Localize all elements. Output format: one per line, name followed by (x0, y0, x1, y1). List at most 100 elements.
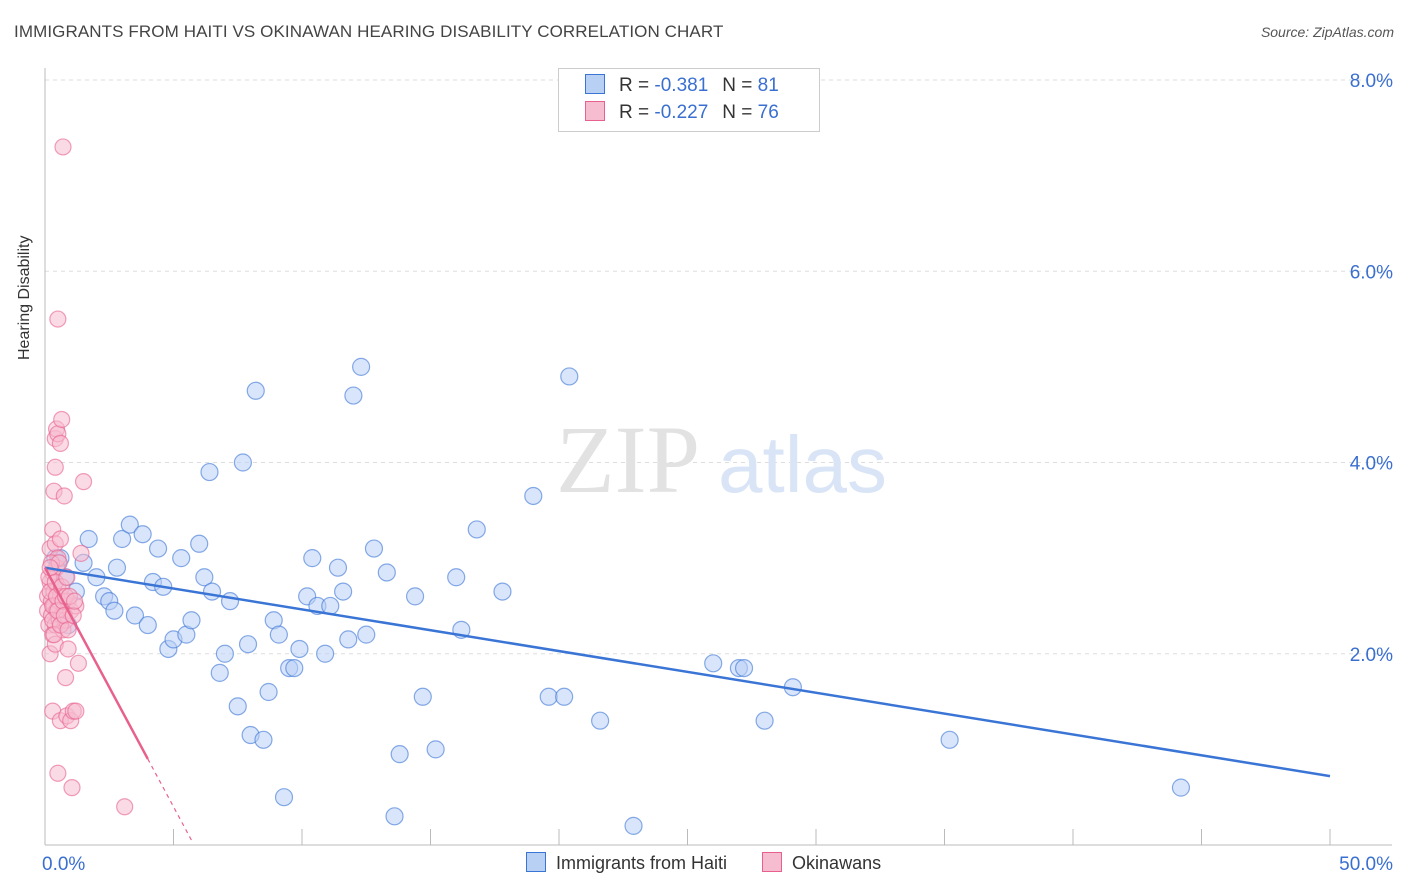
haiti-point-49 (316, 644, 335, 663)
okinawan-point-16 (46, 458, 64, 476)
bottom-legend-label-haiti: Immigrants from Haiti (556, 853, 728, 873)
haiti-point-31 (215, 644, 234, 663)
haiti-point-28 (200, 462, 219, 482)
bottom-legend-label-okinawan: Okinawans (792, 853, 882, 873)
haiti-point-59 (385, 807, 404, 826)
legend-r-label: R = (619, 102, 650, 123)
legend-r-value-okinawan: -0.227 (654, 102, 709, 123)
okinawan-point-31 (51, 530, 70, 548)
okinawan-point-34 (53, 410, 71, 429)
trend-line-okinawan (43, 567, 149, 760)
haiti-point-73 (624, 816, 643, 835)
axes (44, 68, 1392, 846)
haiti-point-32 (220, 592, 240, 611)
okinawan-point-50 (67, 702, 85, 720)
tick-labels: 2.0% 4.0% 6.0% 8.0% 0.0% 50.0% (42, 71, 1393, 875)
bottom-legend-swatch-okinawan (762, 852, 783, 872)
haiti-point-12 (107, 558, 127, 577)
haiti-point-29 (202, 582, 222, 601)
source-label: Source: ZipAtlas.com (1260, 24, 1394, 40)
haiti-point-63 (426, 740, 445, 759)
okinawan-point-53 (74, 473, 93, 491)
series-okinawan-points (38, 138, 134, 816)
series-haiti-points (46, 357, 1191, 835)
haiti-point-52 (334, 582, 353, 601)
okinawan-point-70 (58, 568, 76, 586)
trend-line-okinawan-extension (147, 758, 193, 841)
haiti-point-74 (704, 654, 723, 673)
haiti-point-7 (79, 529, 98, 549)
haiti-point-14 (120, 515, 139, 534)
x-tick-label-max: 50.0% (1339, 854, 1393, 875)
haiti-point-45 (290, 639, 309, 659)
haiti-point-42 (274, 788, 294, 807)
okinawan-point-36 (54, 138, 72, 156)
legend-row-okinawan: R = -0.227 N = 76 (585, 100, 779, 126)
okinawan-point-23 (49, 310, 67, 328)
okinawan-point-30 (51, 434, 70, 452)
haiti-point-54 (344, 386, 363, 405)
haiti-point-77 (755, 711, 774, 730)
haiti-point-25 (182, 611, 201, 630)
haiti-point-13 (112, 529, 132, 549)
haiti-point-47 (303, 549, 322, 568)
haiti-point-79 (940, 730, 959, 749)
haiti-point-19 (148, 539, 168, 558)
bottom-legend-haiti: Immigrants from Haiti (526, 852, 727, 874)
haiti-point-58 (377, 563, 396, 582)
legend-n-label: N = (722, 75, 753, 96)
legend-r-value-haiti: -0.381 (654, 75, 709, 96)
haiti-point-16 (133, 525, 152, 544)
watermark-atlas: atlas (718, 420, 887, 509)
bottom-legend-okinawan: Okinawans (762, 852, 881, 874)
y-tick-label-0: 2.0% (1350, 645, 1393, 666)
okinawan-point-27 (49, 764, 67, 782)
y-tick-label-1: 4.0% (1350, 454, 1393, 475)
haiti-point-38 (254, 730, 273, 749)
haiti-point-69 (539, 687, 558, 706)
haiti-point-51 (328, 558, 348, 577)
gridlines (45, 79, 1392, 655)
okinawan-point-54 (116, 798, 134, 816)
haiti-point-61 (405, 587, 425, 606)
okinawan-point-74 (65, 592, 84, 610)
okinawan-point-52 (72, 544, 90, 562)
x-tick-label-min: 0.0% (42, 854, 85, 875)
trend-lines (43, 566, 1331, 841)
okinawan-point-71 (59, 621, 77, 639)
haiti-point-44 (285, 658, 304, 678)
haiti-point-62 (413, 687, 432, 706)
okinawan-point-41 (56, 669, 75, 687)
y-tick-label-2: 6.0% (1350, 262, 1393, 283)
watermark: ZIP atlas (556, 406, 887, 513)
okinawan-point-44 (59, 640, 77, 658)
haiti-point-55 (352, 357, 371, 376)
haiti-point-15 (125, 606, 145, 625)
haiti-point-80 (1171, 778, 1191, 797)
chart-title: IMMIGRANTS FROM HAITI VS OKINAWAN HEARIN… (14, 22, 724, 41)
haiti-point-17 (138, 615, 157, 635)
okinawan-point-38 (55, 487, 73, 505)
okinawan-point-51 (69, 654, 88, 672)
haiti-point-60 (390, 745, 409, 764)
haiti-point-27 (195, 568, 214, 587)
haiti-point-11 (105, 601, 124, 620)
haiti-point-56 (357, 625, 376, 644)
legend-n-value-haiti: 81 (757, 75, 779, 96)
haiti-point-67 (493, 582, 512, 601)
trend-line-haiti (44, 566, 1331, 778)
legend-n-label: N = (722, 102, 753, 123)
haiti-point-76 (734, 658, 754, 678)
bottom-legend: Immigrants from Haiti Okinawans (526, 852, 911, 874)
haiti-point-26 (190, 534, 209, 553)
haiti-point-66 (467, 520, 486, 539)
haiti-point-39 (259, 682, 278, 702)
legend-swatch-haiti (585, 74, 605, 94)
bottom-legend-swatch-haiti (526, 852, 546, 872)
y-tick-label-3: 8.0% (1350, 71, 1393, 92)
legend-swatch-okinawan (585, 101, 605, 121)
legend-r-label: R = (619, 75, 650, 96)
haiti-point-37 (246, 381, 265, 400)
haiti-point-57 (364, 539, 384, 558)
